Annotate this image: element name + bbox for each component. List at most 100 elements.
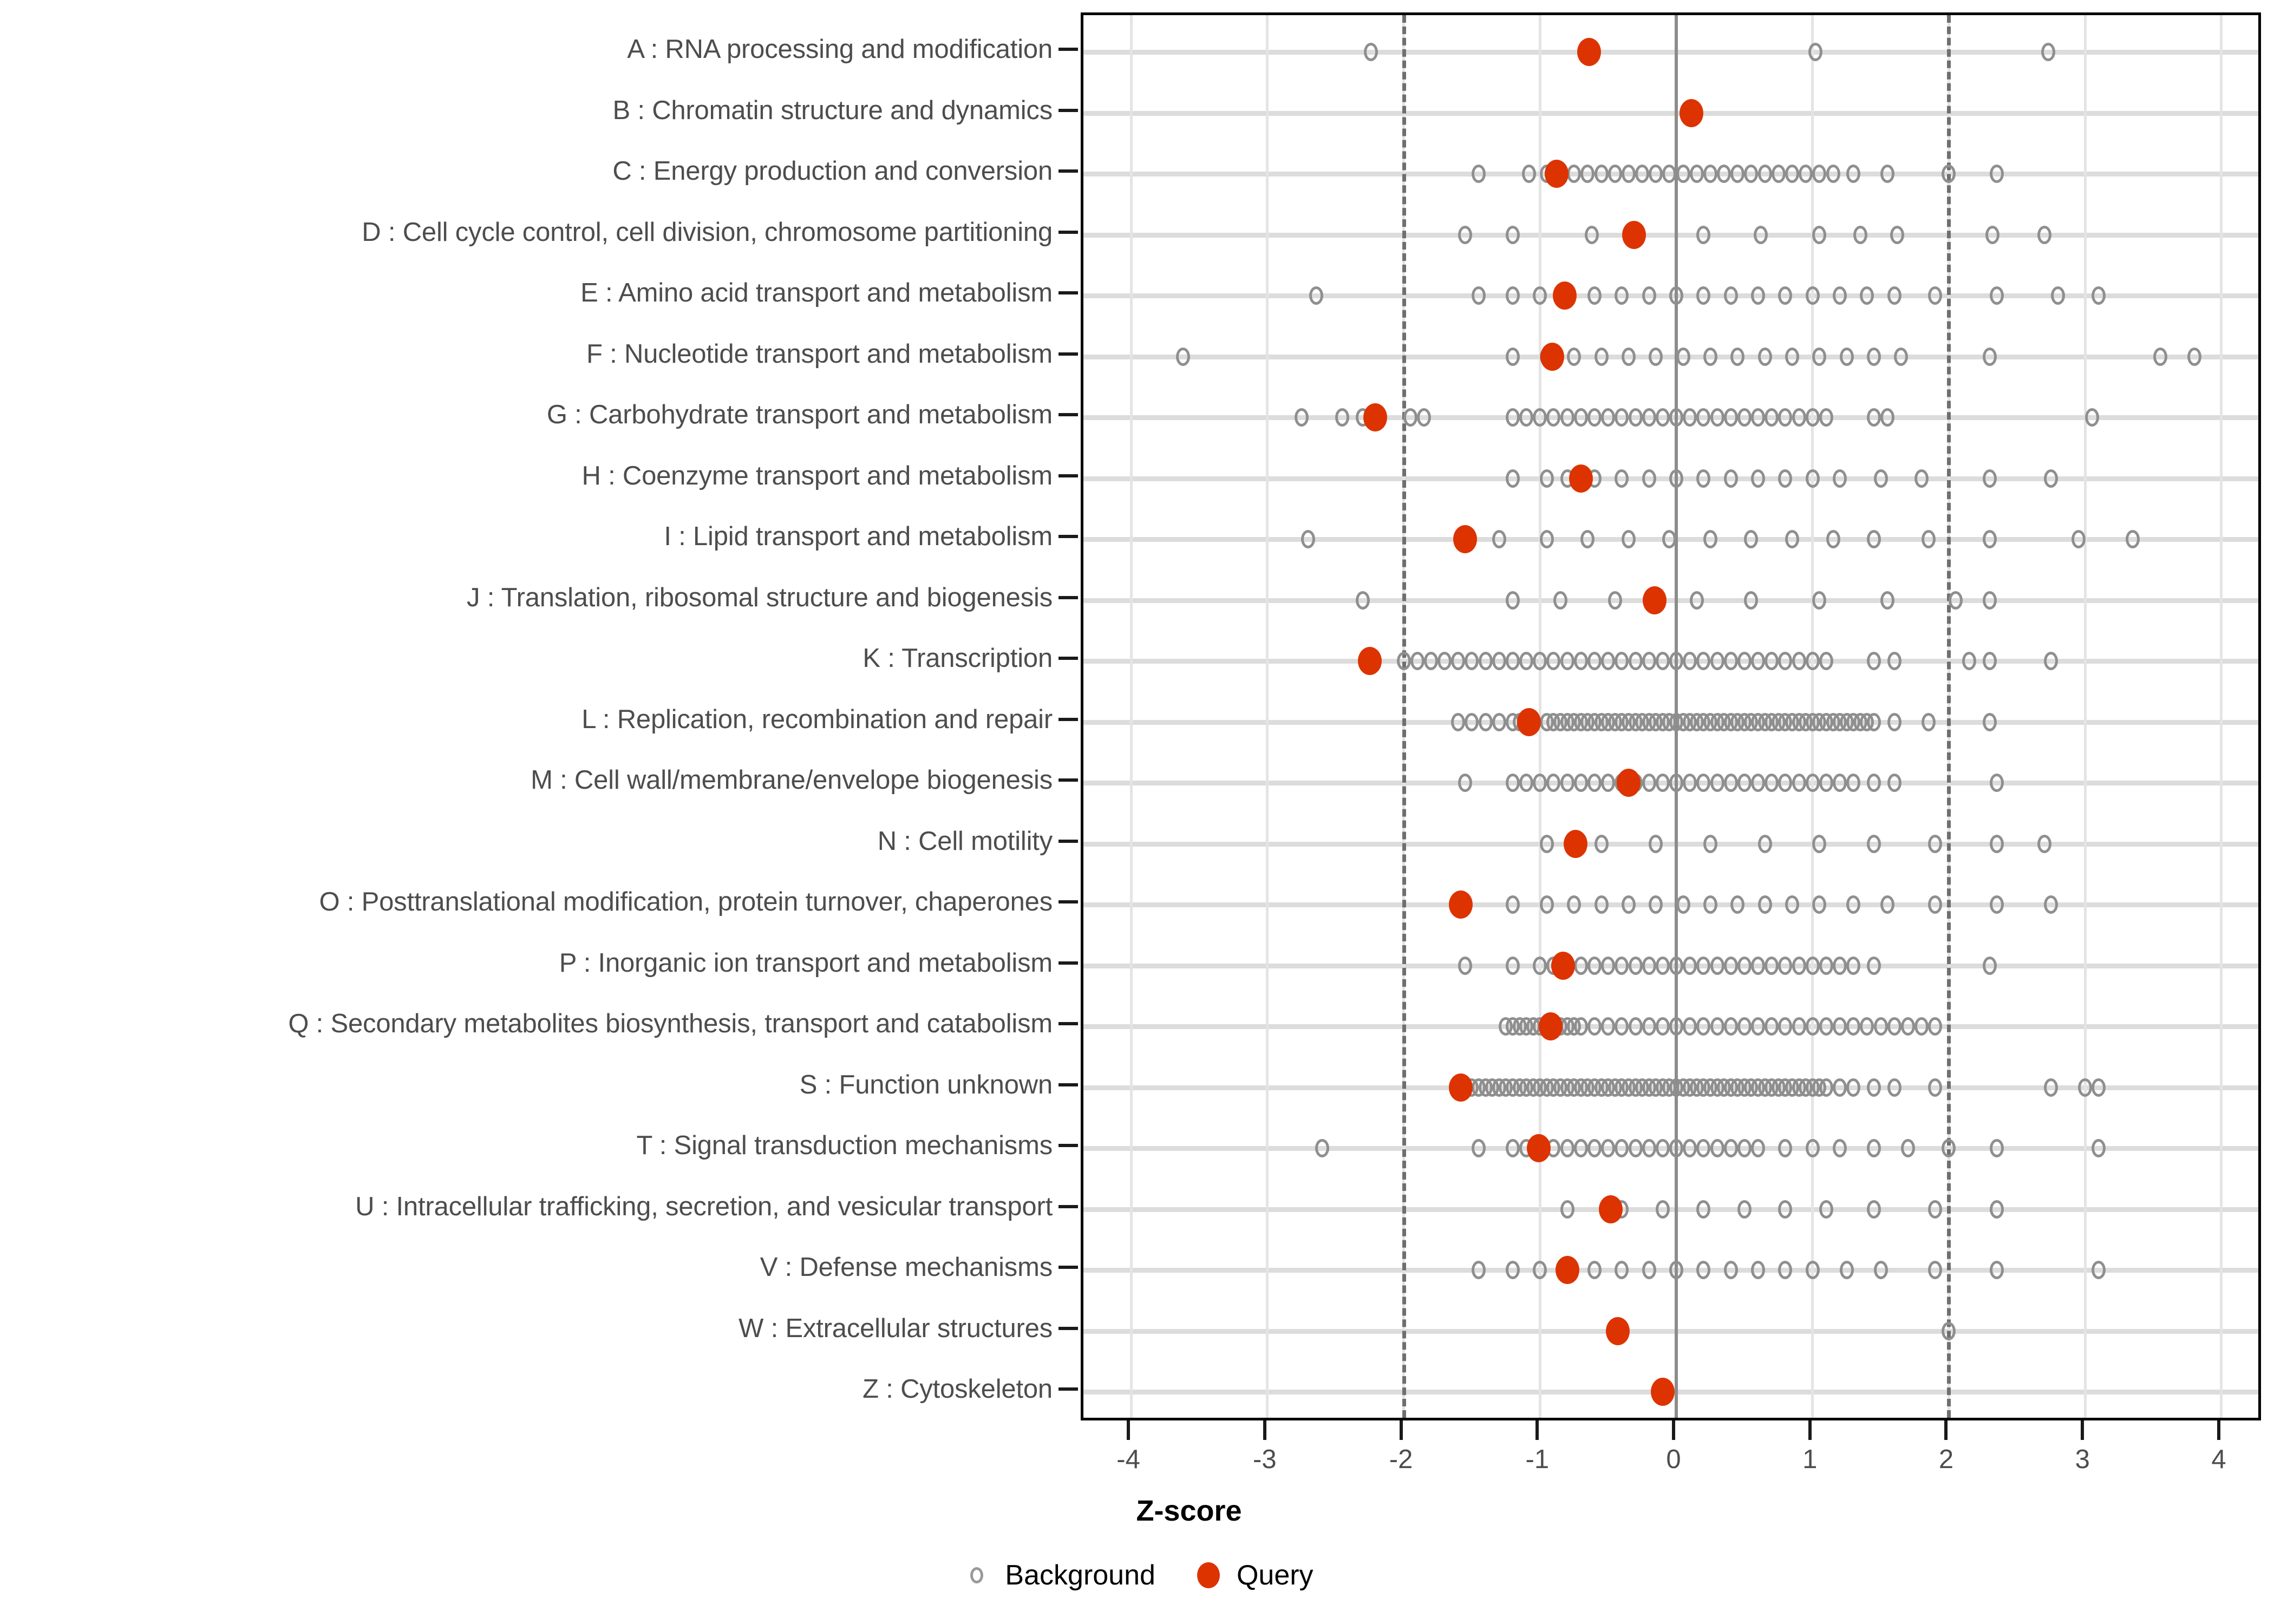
background-point [1887,712,1901,731]
background-point [1846,956,1861,975]
background-point [1833,1078,1847,1097]
background-point [1792,652,1806,670]
background-point [1778,1261,1793,1279]
background-point [1942,165,1956,183]
background-point [1723,1261,1738,1279]
background-point [1921,530,1936,548]
open-circle-icon [960,1559,993,1592]
background-point [1737,1017,1752,1036]
query-point [1552,281,1577,310]
background-point [1601,652,1616,670]
x-axis-tick [1127,1420,1131,1440]
y-axis-tick-label: F : Nucleotide transport and metabolism [586,339,1053,369]
background-point [1669,652,1684,670]
background-point [1873,1261,1888,1279]
background-point [1710,652,1724,670]
y-axis-tick [1058,717,1078,721]
background-point [1621,165,1636,183]
legend-item-background: Background [960,1559,1155,1592]
background-point [1615,286,1629,305]
background-point [1833,1017,1847,1036]
background-point [1873,1017,1888,1036]
background-point [1505,408,1520,427]
background-point [1492,530,1506,548]
background-point [1737,408,1752,427]
background-point [1839,347,1854,366]
y-axis-tick-label: S : Function unknown [799,1070,1053,1099]
background-point [1465,712,1479,731]
background-point [1505,1139,1520,1157]
background-point [1396,652,1411,670]
background-point [1615,652,1629,670]
background-point [1669,408,1684,427]
background-point [1723,1139,1738,1157]
background-point [1580,165,1595,183]
background-point [1765,1017,1779,1036]
x-axis-tick-label: -1 [1525,1445,1550,1474]
x-axis-tick-label: 1 [1802,1445,1818,1474]
background-point [1765,774,1779,792]
background-point [1710,956,1724,975]
background-point [1812,225,1827,244]
background-point [1846,1017,1861,1036]
background-point [1873,469,1888,488]
background-point [1778,956,1793,975]
background-point [1928,834,1943,853]
background-point [1519,652,1534,670]
y-axis-tick-label: B : Chromatin structure and dynamics [612,95,1053,125]
background-point [1669,1017,1684,1036]
query-point [1540,342,1564,371]
background-point [1573,1139,1588,1157]
threshold-reference-line [1947,15,1951,1418]
background-point [1601,956,1616,975]
y-axis-tick [1058,1022,1078,1025]
background-point [1696,652,1711,670]
background-point [1696,1200,1711,1219]
background-point [1757,347,1772,366]
background-point [1867,834,1881,853]
background-point [1765,956,1779,975]
background-point [1573,956,1588,975]
background-point [1778,1017,1793,1036]
background-point [1880,408,1895,427]
query-point [1605,1317,1630,1345]
row-gridline [1083,110,2258,116]
background-point [1826,530,1840,548]
background-point [1751,286,1766,305]
background-point [1676,895,1690,914]
background-point [1587,956,1602,975]
query-point [1577,38,1601,66]
background-point [1642,956,1656,975]
background-point [1914,469,1929,488]
background-point [1655,652,1670,670]
background-point [1989,895,2004,914]
background-point [1573,1017,1588,1036]
background-point [1472,165,1486,183]
background-point [1628,1017,1643,1036]
background-point [1533,774,1547,792]
chart-legend: Background Query [0,1559,2274,1592]
background-point [1417,408,1432,427]
background-point [1472,286,1486,305]
background-point [1785,347,1799,366]
background-point [1805,1139,1820,1157]
background-point [1649,895,1663,914]
background-point [1983,712,1997,731]
background-point [1989,1261,2004,1279]
background-point [1573,652,1588,670]
legend-label-query: Query [1236,1560,1314,1591]
row-gridline [1083,1328,2258,1334]
background-point [1628,652,1643,670]
row-gridline [1083,841,2258,847]
background-point [1921,712,1936,731]
background-point [1703,834,1717,853]
background-point [1567,895,1582,914]
background-point [1833,1139,1847,1157]
background-point [1765,408,1779,427]
background-point [1812,591,1827,610]
y-axis-tick [1058,595,1078,599]
background-point [1819,1200,1833,1219]
background-point [1478,652,1493,670]
background-point [1567,165,1582,183]
y-axis-tick-label: A : RNA processing and modification [627,35,1053,64]
